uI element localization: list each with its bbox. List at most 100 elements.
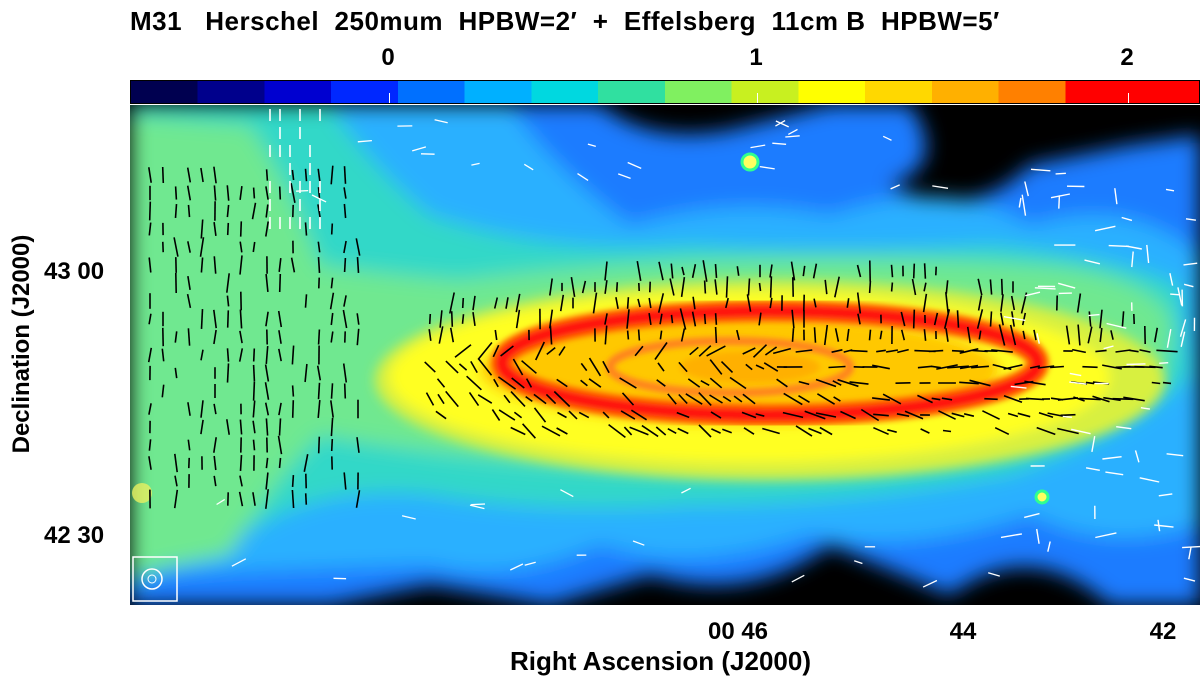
polarization-vector	[1156, 349, 1178, 353]
polarization-vector	[161, 166, 165, 184]
polarization-vector	[425, 392, 435, 406]
polarization-vector	[401, 515, 416, 520]
polarization-vector	[966, 326, 972, 344]
polarization-vector	[956, 310, 960, 328]
polarization-vector	[750, 144, 766, 149]
polarization-vector	[714, 326, 718, 344]
polarization-vector	[798, 395, 810, 403]
polarization-vector	[1084, 259, 1101, 265]
polarization-vector	[620, 410, 636, 420]
polarization-vector	[1102, 364, 1122, 370]
polarization-vectors	[147, 109, 1200, 588]
polarization-vector	[239, 309, 243, 329]
polarization-vector	[920, 428, 930, 434]
polarization-vector	[816, 393, 836, 405]
polarization-vector	[758, 312, 762, 326]
polarization-vector	[1036, 528, 1040, 544]
polarization-vector	[833, 396, 841, 402]
polarization-vector	[1179, 319, 1187, 337]
polarization-vector	[1038, 411, 1054, 419]
polarization-vector	[252, 364, 256, 382]
polarization-vector	[1159, 362, 1169, 364]
polarization-vector	[437, 393, 445, 405]
polarization-vector	[1003, 394, 1023, 404]
polarization-vector	[200, 167, 204, 183]
x-axis-label: Right Ascension (J2000)	[510, 646, 812, 676]
polarization-vector	[725, 297, 729, 309]
polarization-vector	[1034, 287, 1056, 290]
polarization-vector	[304, 222, 308, 236]
polarization-vector	[1058, 195, 1061, 209]
polarization-vector	[251, 202, 257, 220]
polarization-vector	[923, 282, 927, 292]
polarization-vector	[213, 256, 217, 274]
polarization-vector	[837, 378, 859, 388]
polarization-vector	[592, 292, 598, 314]
polarization-vector	[317, 382, 321, 400]
polarization-vector	[745, 363, 753, 371]
polarization-vector	[648, 312, 652, 326]
polarization-vector	[943, 309, 951, 329]
polarization-vector	[1094, 225, 1116, 232]
polarization-vector	[670, 263, 674, 279]
polarization-vector	[945, 292, 949, 314]
polarization-vector	[264, 382, 270, 400]
polarization-vector	[882, 135, 892, 141]
polarization-vector	[239, 255, 243, 275]
polarization-vector	[291, 169, 295, 181]
polarization-vector	[1166, 453, 1184, 457]
polarization-vector	[989, 279, 993, 295]
polarization-vector	[709, 359, 723, 375]
polarization-vector	[252, 420, 256, 434]
polarization-vector	[813, 327, 817, 343]
polarization-vector	[497, 376, 517, 390]
polarization-vector	[226, 273, 230, 293]
polarization-vector	[685, 393, 703, 405]
polarization-vector	[1095, 349, 1107, 353]
polarization-vector	[239, 455, 243, 471]
polarization-vector	[680, 276, 686, 298]
polarization-vector	[1007, 412, 1019, 418]
polarization-vector	[252, 348, 256, 362]
polarization-vector	[187, 328, 191, 346]
polarization-vector	[317, 187, 321, 199]
polarization-vector	[1110, 330, 1114, 340]
polarization-vector	[239, 241, 243, 253]
polarization-vector	[1088, 313, 1100, 317]
polarization-vector	[1154, 524, 1174, 528]
polarization-vector	[428, 313, 432, 325]
polarization-vector	[604, 313, 608, 325]
polarization-vector	[317, 436, 321, 454]
polarization-vector	[199, 237, 205, 257]
polarization-vector	[317, 168, 321, 182]
polarization-vector	[1105, 471, 1124, 476]
polarization-vector	[890, 264, 894, 278]
polarization-vector	[846, 328, 850, 342]
polarization-vector	[711, 428, 721, 434]
polarization-vector	[1102, 456, 1122, 460]
polarization-vector	[998, 324, 1006, 346]
polarization-vector	[558, 346, 566, 356]
polarization-vector	[900, 311, 906, 327]
polarization-vector	[186, 185, 192, 201]
polarization-vector	[226, 222, 230, 236]
polarization-vector	[330, 165, 334, 185]
polarization-vector	[951, 349, 965, 353]
polarization-vector	[904, 410, 924, 420]
polarization-vector	[604, 261, 608, 281]
polarization-vector	[186, 293, 192, 309]
polarization-vector	[265, 274, 269, 292]
polarization-vector	[897, 348, 909, 354]
polarization-vector	[445, 360, 459, 374]
polarization-vector	[265, 472, 269, 490]
polarization-vector	[872, 364, 890, 370]
polarization-vector	[775, 120, 789, 128]
polarization-vector	[1157, 519, 1161, 532]
polarization-vector	[657, 362, 665, 372]
polarization-vector	[174, 453, 178, 473]
polarization-vector	[722, 428, 732, 434]
polarization-vector	[252, 187, 256, 199]
polarization-vector	[577, 173, 589, 181]
polarization-vector	[742, 347, 756, 355]
polarization-vector	[736, 329, 740, 341]
